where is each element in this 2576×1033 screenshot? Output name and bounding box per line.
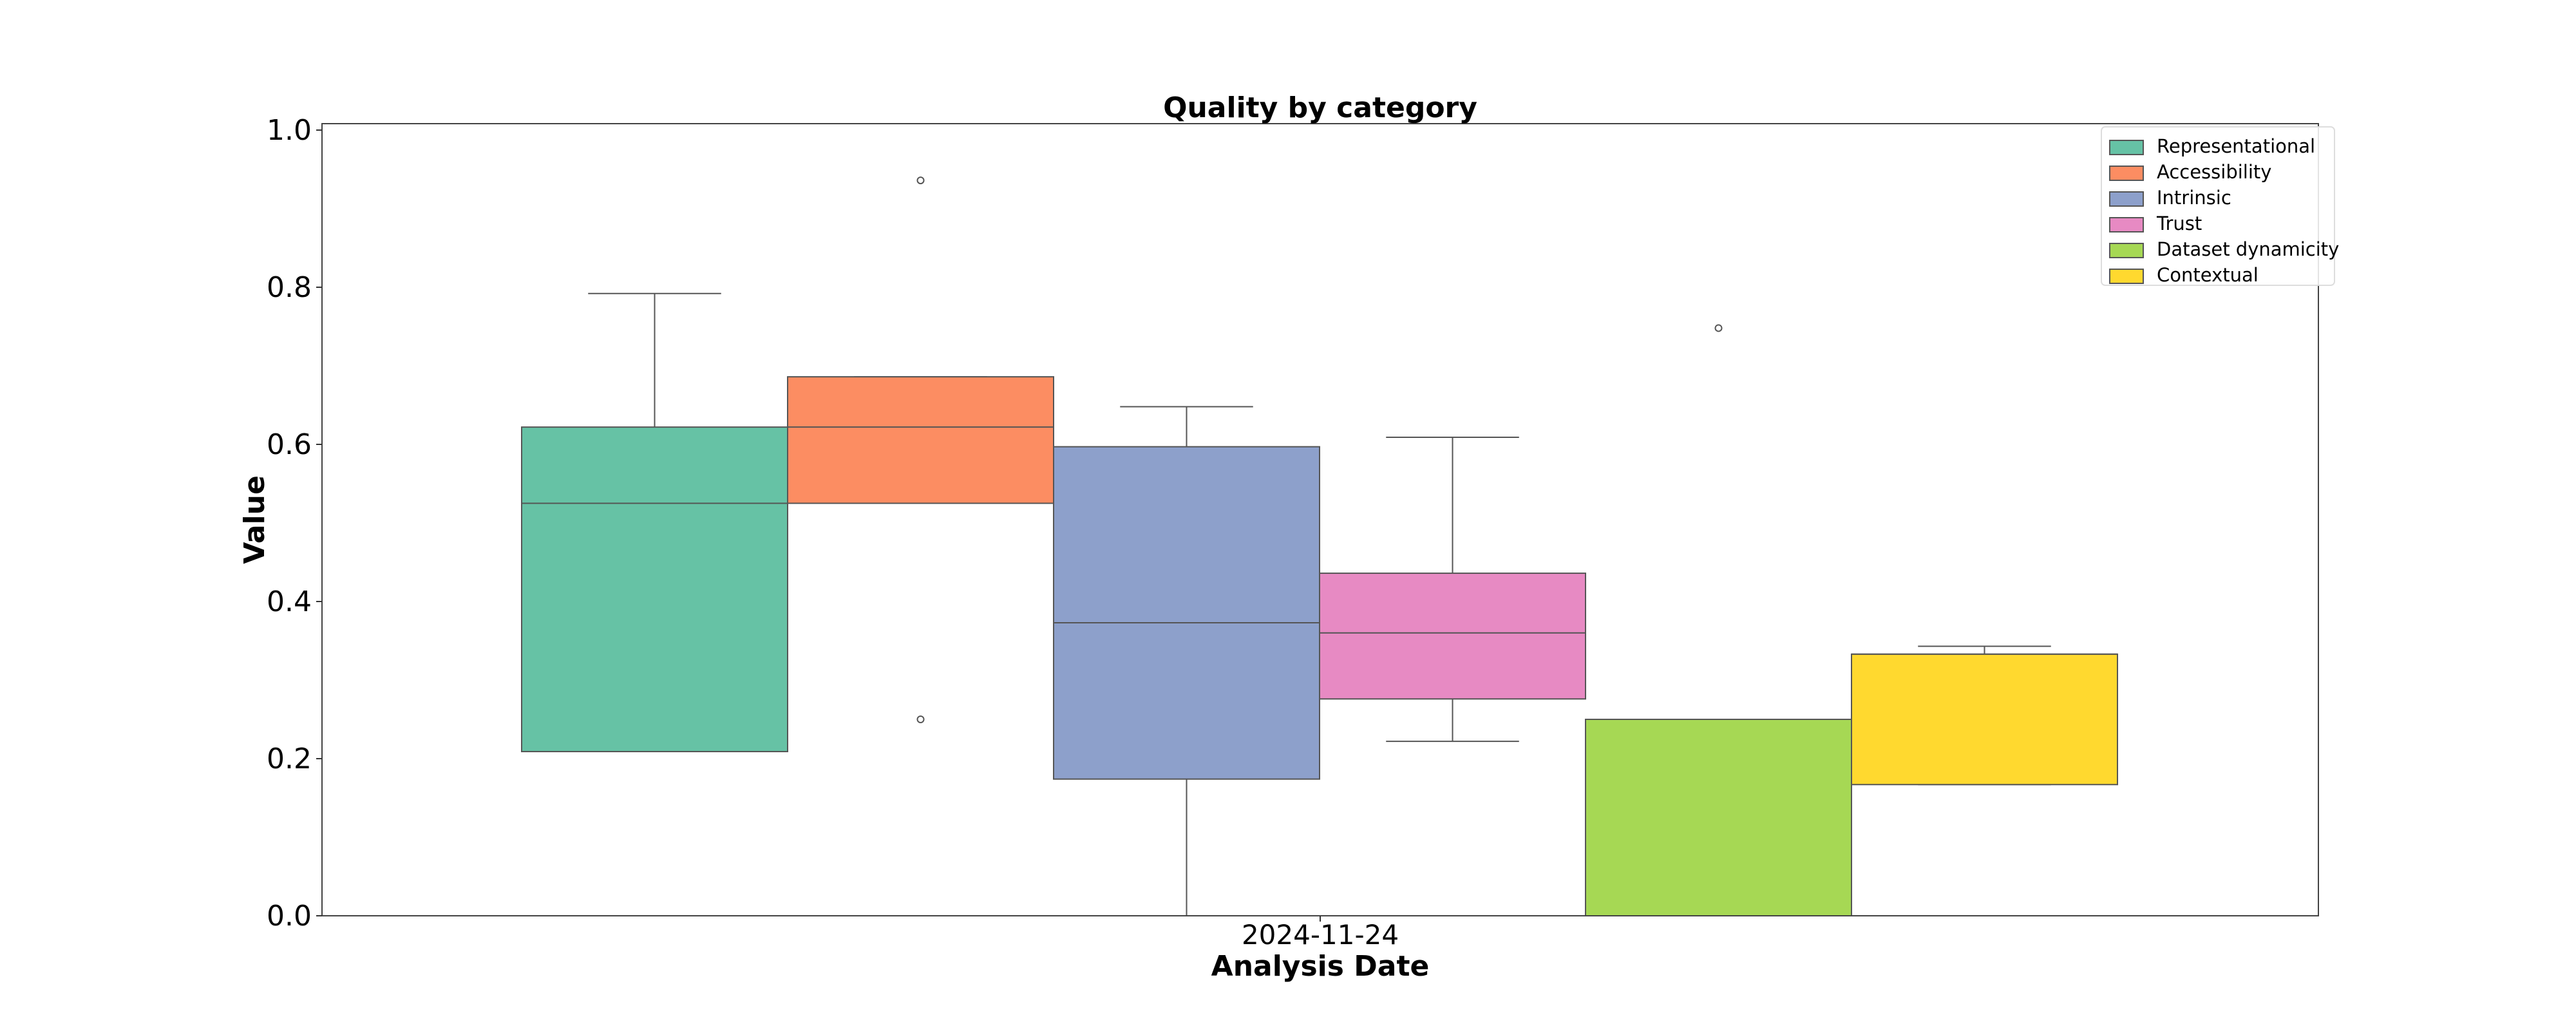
box-representational [521, 292, 788, 753]
box-body [521, 426, 788, 753]
legend-swatch [2109, 166, 2144, 181]
chart-title: Quality by category [1163, 91, 1477, 124]
outlier-point [916, 716, 925, 723]
box-body [1053, 446, 1320, 780]
box-body [1585, 719, 1852, 916]
y-axis-title: Value [238, 475, 271, 564]
box-group [521, 176, 2118, 916]
legend-swatch [2109, 191, 2144, 207]
y-tick-label: 0.2 [267, 743, 312, 775]
legend-label: Contextual [2157, 264, 2259, 286]
box-body [1319, 573, 1586, 700]
legend-frame [2101, 126, 2335, 286]
x-axis-title: Analysis Date [1211, 950, 1430, 983]
box-body [1851, 653, 2118, 786]
box-body [787, 376, 1054, 504]
legend-label: Trust [2156, 213, 2202, 234]
x-tick-label: 2024-11-24 [1242, 919, 1399, 951]
outlier-point [1714, 324, 1723, 332]
legend-label: Representational [2157, 135, 2315, 157]
legend-label: Accessibility [2157, 161, 2271, 183]
y-tick-label: 0.6 [267, 428, 312, 461]
y-tick-label: 1.0 [267, 114, 312, 147]
y-tick-label: 0.8 [267, 271, 312, 304]
box-trust [1319, 437, 1586, 743]
box-accessibility [787, 176, 1054, 723]
y-axis: 0.0 0.2 0.4 0.6 0.8 1.0 [267, 114, 322, 933]
legend-label: Intrinsic [2157, 187, 2231, 209]
legend: Representational Accessibility Intrinsic Tr… [2101, 126, 2339, 286]
legend-swatch [2109, 140, 2144, 155]
legend-swatch [2109, 217, 2144, 232]
outlier-point [916, 176, 925, 185]
box-intrinsic [1053, 406, 1320, 916]
box-contextual [1851, 645, 2118, 786]
legend-label: Dataset dynamicity [2157, 238, 2339, 260]
y-tick-label: 0.4 [267, 585, 312, 618]
legend-swatch [2109, 269, 2144, 284]
y-tick-label: 0.0 [267, 900, 312, 933]
legend-swatch [2109, 243, 2144, 258]
